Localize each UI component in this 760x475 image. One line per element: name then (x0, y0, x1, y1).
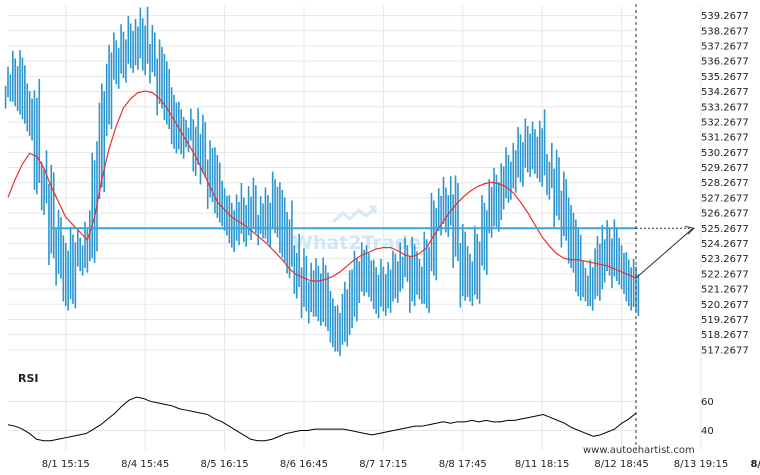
price-tick-label: 521.2677 (701, 285, 749, 296)
source-footer: www.autochartist.com (583, 445, 695, 456)
time-tick-label: 8/11 18:15 (515, 459, 569, 470)
rsi-title: RSI (18, 372, 39, 385)
time-tick-label: 8/6 16:45 (280, 459, 328, 470)
price-tick-label: 535.2677 (701, 72, 749, 83)
price-tick-label: 528.2677 (701, 178, 749, 189)
moving-average-layer (7, 90, 637, 282)
time-tick-label: 8/8 17:45 (439, 459, 487, 470)
watermark: What2Trade (292, 205, 421, 254)
moving-average-line (7, 90, 637, 282)
price-tick-label: 536.2677 (701, 57, 749, 68)
time-tick-label: 8/13 19:15 (674, 459, 728, 470)
rsi-tick-label: 40 (701, 426, 714, 437)
price-tick-label: 527.2677 (701, 193, 749, 204)
price-axis: 539.2677 538.2677 537.2677 536.2677 535.2677… (701, 11, 749, 437)
time-tick-label: 8/12 18:45 (594, 459, 648, 470)
price-tick-label: 524.2677 (701, 239, 749, 250)
price-layer (4, 6, 640, 357)
forecast-arrow-line (635, 227, 694, 279)
time-tick-label: 8/14 20:00 (750, 459, 760, 470)
time-tick-label: 8/7 17:15 (359, 459, 407, 470)
rsi-tick-label: 60 (701, 397, 714, 408)
forecast-arrowhead-icon (684, 225, 695, 235)
time-tick-label: 8/4 15:45 (121, 459, 169, 470)
watermark-text: What2Trade (292, 232, 421, 254)
price-tick-label: 534.2677 (701, 87, 749, 98)
price-tick-label: 518.2677 (701, 330, 749, 341)
time-axis: 8/1 15:15 8/4 15:45 8/5 16:15 8/6 16:45 8/7 … (42, 459, 760, 470)
rsi-panel: RSI (7, 372, 637, 442)
price-tick-label: 539.2677 (701, 11, 749, 22)
level-layer (51, 4, 695, 452)
price-tick-label: 531.2677 (701, 133, 749, 144)
price-tick-label: 529.2677 (701, 163, 749, 174)
price-tick-label: 526.2677 (701, 209, 749, 220)
price-tick-label: 537.2677 (701, 41, 749, 52)
price-tick-label: 523.2677 (701, 254, 749, 265)
price-tick-label: 532.2677 (701, 117, 749, 128)
price-tick-label: 530.2677 (701, 148, 749, 159)
price-tick-label: 525.2677 (701, 224, 749, 235)
price-tick-label: 533.2677 (701, 102, 749, 113)
price-tick-label: 519.2677 (701, 315, 749, 326)
watermark-logo-icon (331, 205, 377, 224)
time-tick-label: 8/5 16:15 (201, 459, 249, 470)
price-tick-label: 538.2677 (701, 26, 749, 37)
time-tick-label: 8/1 15:15 (42, 459, 90, 470)
rsi-line (7, 396, 637, 442)
price-tick-label: 517.2677 (701, 345, 749, 356)
price-tick-label: 520.2677 (701, 300, 749, 311)
price-tick-label: 522.2677 (701, 269, 749, 280)
